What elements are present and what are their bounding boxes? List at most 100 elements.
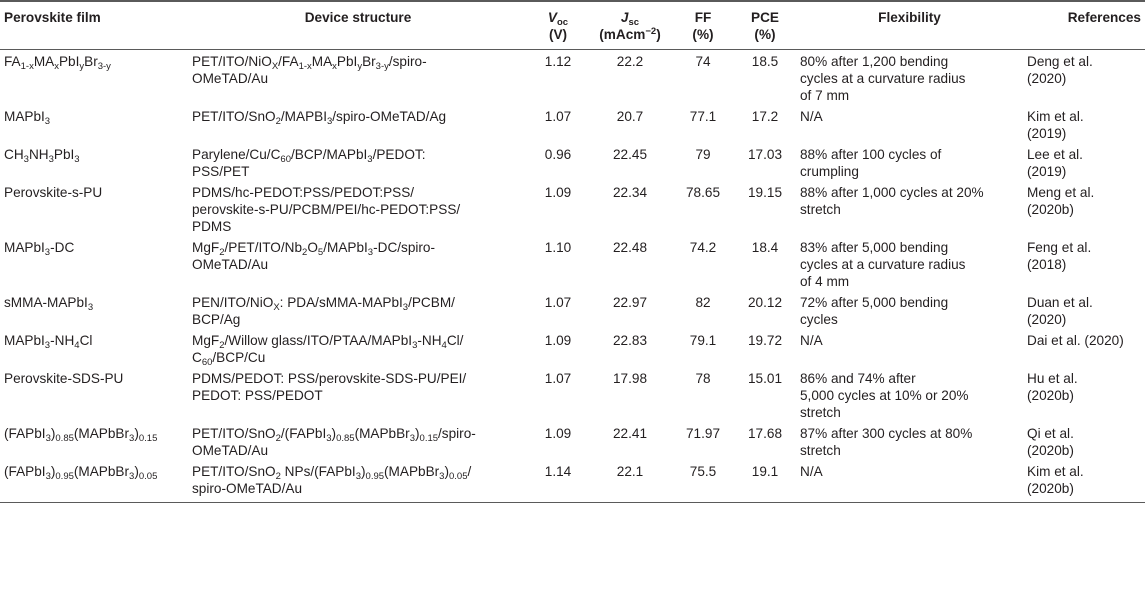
text-run: (2020b) [1027,481,1074,496]
header-jsc-unit-close: ) [656,27,661,42]
text-run: PDMS/hc-PEDOT:PSS/PEDOT:PSS/ [192,185,415,200]
cell-reference: Deng et al. (2020) [1023,50,1145,106]
table-row: (FAPbI3)0.85(MAPbBr3)0.15 PET/ITO/SnO2/(F… [0,422,1145,460]
text-run: cycles at a curvature radius [800,257,966,272]
subscript-text: 3 [355,471,361,482]
cell-device-structure: PDMS/hc-PEDOT:PSS/PEDOT:PSS/perovskite-s… [188,181,528,236]
table-row: sMMA-MAPbI3 PEN/ITO/NiOX: PDA/sMMA-MAPbI3… [0,291,1145,329]
text-run: OMeTAD/Au [192,443,269,458]
text-run: (MAPbBr [73,426,130,441]
text-run: PET/ITO/SnO [192,464,276,479]
text-run: Qi et al. [1027,426,1074,441]
subscript-text: 1-x [298,61,312,72]
text-run: 88% after 1,000 cycles at 20% [800,185,984,200]
text-run: -NH [50,333,75,348]
text-run: Feng et al. [1027,240,1092,255]
cell-jsc: 22.34 [612,185,648,200]
cell-flexibility: 80% after 1,200 bending cycles at a curva… [796,50,1023,106]
subscript-text: 2 [275,116,281,127]
subscript-text: X [271,61,279,72]
cell-reference: Lee et al. (2019) [1023,143,1145,181]
text-run: of 4 mm [800,274,850,289]
cell-reference: Meng et al. (2020b) [1023,181,1145,236]
subscript-text: 2 [275,433,281,444]
text-run: (MAPbBr [384,464,440,479]
text-run: PET/ITO/SnO [192,109,276,124]
cell-jsc: 22.45 [612,147,648,162]
cell-flexibility: 88% after 100 cycles of crumpling [796,143,1023,181]
subscript-text: 3 [48,154,54,165]
text-run: Kim et al. [1027,464,1084,479]
header-voc-subscript: oc [556,17,569,28]
table-row: FA1-xMAxPbIyBr3-y PET/ITO/NiOX/FA1-xMAxPb… [0,50,1145,106]
table-row: Perovskite-SDS-PU PDMS/PEDOT: PSS/perovsk… [0,367,1145,422]
cell-reference: Kim et al. (2020b) [1023,460,1145,503]
cell-flexibility: 87% after 300 cycles at 80% stretch [796,422,1023,460]
subscript-text: 2 [219,247,225,258]
text-run: BCP/Ag [192,312,241,327]
cell-flexibility: N/A [796,329,1023,367]
cell-perovskite-film: CH3NH3PbI3 [0,143,188,181]
subscript-text: 60 [280,154,291,165]
text-run: MAPbI [4,109,45,124]
cell-device-structure: PET/ITO/SnO2/MAPBI3/spiro-OMeTAD/Ag [188,105,528,143]
subscript-text: 60 [201,357,213,368]
subscript-text: 3 [439,471,445,482]
text-run: NH [28,147,49,162]
text-run: OMeTAD/Au [192,257,269,272]
cell-flexibility: N/A [796,460,1023,503]
cell-ff: 79 [695,147,711,162]
header-jsc-symbol: J [620,10,629,25]
header-references: References [1023,0,1145,50]
cell-voc: 1.14 [528,460,588,503]
text-run: FA [4,54,21,69]
header-jsc-unit-exponent: −2 [645,26,657,37]
cell-device-structure: MgF2/Willow glass/ITO/PTAA/MAPbI3-NH4Cl/… [188,329,528,367]
subscript-text: y [79,61,85,72]
cell-device-structure: PEN/ITO/NiOX: PDA/sMMA-MAPbI3/PCBM/BCP/A… [188,291,528,329]
text-run: Dai et al. (2020) [1027,333,1124,348]
text-run: /MAPbI [323,240,368,255]
text-run: PbI [58,54,80,69]
text-run: stretch [800,443,841,458]
text-run: (2020) [1027,312,1067,327]
text-run: -NH [417,333,442,348]
subscript-text: 1-x [20,61,34,72]
text-run: Meng et al. [1027,185,1095,200]
cell-reference: Dai et al. (2020) [1023,329,1145,367]
subscript-text: 3 [326,116,333,127]
text-run: PET/ITO/NiO [192,54,272,69]
cell-ff: 74 [695,54,711,69]
text-run: PEDOT: PSS/PEDOT [192,388,323,403]
text-run: Parylene/Cu/C [192,147,281,162]
cell-jsc: 22.1 [588,460,672,503]
subscript-text: 3 [129,433,135,444]
text-run: MA [33,54,55,69]
subscript-text: 3 [44,247,51,258]
text-run: / [467,464,472,479]
cell-voc: 1.07 [544,371,572,386]
cell-pce: 17.2 [751,109,779,124]
text-run: 87% after 300 cycles at 80% [800,426,973,441]
text-run: of 7 mm [800,88,850,103]
header-ff: FF (%) [672,0,734,50]
subscript-text: 0.95 [365,471,385,482]
text-run: Lee et al. [1027,147,1083,162]
table-row: MAPbI3-DC MgF2/PET/ITO/Nb2O5/MAPbI3-DC/sp… [0,236,1145,291]
text-run: perovskite-s-PU/PCBM/PEI/hc-PEDOT:PSS/ [192,202,461,217]
cell-voc: 1.09 [544,426,572,441]
cell-pce: 20.12 [747,295,783,310]
text-run: NPs/(FAPbI [280,464,356,479]
text-run: stretch [800,405,841,420]
cell-ff: 82 [695,295,711,310]
text-run: (FAPbI [4,426,46,441]
text-run: MgF [192,333,220,348]
cell-pce: 17.68 [747,426,783,441]
text-run: PSS/PET [192,164,250,179]
text-run: /spiro- [388,54,427,69]
subscript-text: 2 [302,247,308,258]
text-run: 83% after 5,000 bending [800,240,949,255]
cell-ff: 74.2 [689,240,717,255]
table-row: (FAPbI3)0.95(MAPbBr3)0.05 PET/ITO/SnO2 NP… [0,460,1145,503]
cell-flexibility: 72% after 5,000 bending cycles [796,291,1023,329]
